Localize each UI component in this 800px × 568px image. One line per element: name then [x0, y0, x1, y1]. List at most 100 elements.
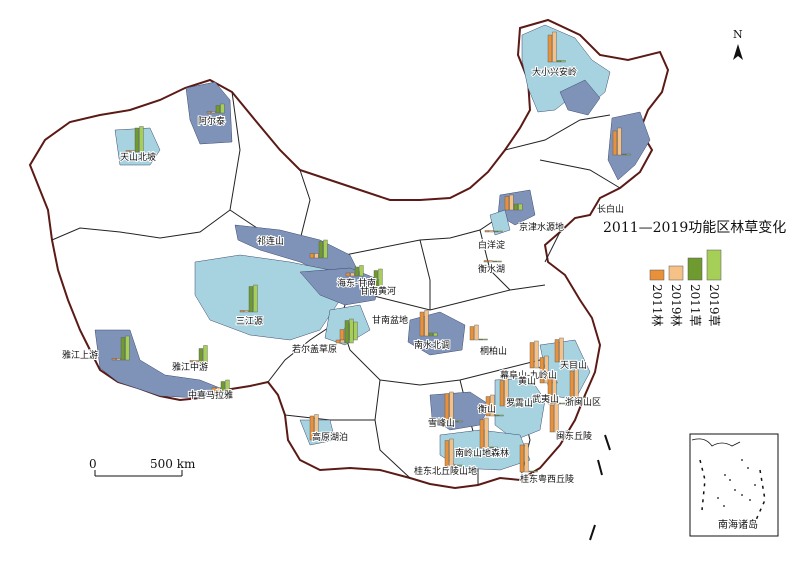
region-label: 大小兴安岭 — [532, 66, 577, 78]
region-bars-28 — [549, 403, 568, 433]
region-label: 长白山 — [597, 203, 624, 215]
region-bars-2 — [125, 126, 144, 153]
bar-grass2019 — [561, 402, 566, 405]
region-label: 桐柏山 — [480, 345, 507, 357]
bar-grass2019 — [349, 318, 354, 344]
region-bars-7 — [309, 239, 328, 259]
bar-grass2019 — [533, 470, 538, 473]
bar-forest2019 — [489, 230, 494, 233]
bar-grass2019 — [458, 420, 463, 423]
region-bars-15 — [111, 335, 130, 361]
bar-forest2011 — [547, 34, 553, 63]
region-label: 甘南盆地 — [372, 314, 408, 326]
bar-grass2011 — [578, 396, 584, 399]
bar-forest2011 — [549, 404, 555, 433]
bar-forest2011 — [309, 415, 315, 441]
region-label: 雅江中游 — [172, 361, 208, 373]
bar-grass2011 — [373, 270, 379, 291]
region-label: 雅江上游 — [62, 349, 98, 361]
region-label: 桂东北丘陵山地 — [414, 465, 477, 477]
region-bars-14 — [469, 324, 488, 341]
bar-grass2011 — [318, 438, 324, 441]
bar-forest2019 — [559, 337, 564, 363]
bar-forest2011 — [504, 196, 510, 211]
bar-forest2011 — [499, 380, 505, 407]
bar-grass2011 — [528, 470, 534, 473]
bar-forest2011 — [485, 396, 491, 417]
bar-grass2011 — [344, 320, 350, 344]
bar-grass2011 — [318, 241, 324, 259]
bar-grass2011 — [494, 414, 500, 417]
bar-forest2011 — [569, 370, 575, 399]
bar-grass2019 — [203, 345, 208, 363]
map-title: 2011—2019功能区林草变化 — [603, 220, 786, 236]
region-bars-23 — [499, 378, 518, 407]
region-label: 衡水湖 — [478, 263, 505, 275]
bar-grass2011 — [428, 332, 434, 337]
bar-grass2019 — [498, 230, 503, 233]
bar-forest2019 — [484, 417, 489, 449]
region-bars-24 — [485, 394, 504, 417]
bar-grass2019 — [563, 430, 568, 433]
inset-label: 南海诸岛 — [718, 518, 758, 531]
legend-swatch — [668, 265, 684, 281]
south-china-sea-inset: 南海诸岛 — [689, 433, 779, 537]
legend-swatch — [687, 257, 703, 281]
north-label: N — [733, 28, 743, 41]
bar-forest2019 — [130, 150, 135, 153]
bar-forest2019 — [574, 369, 579, 399]
bar-forest2011 — [335, 339, 341, 344]
bar-forest2019 — [504, 378, 509, 407]
bar-grass2019 — [353, 321, 358, 341]
bar-forest2011 — [612, 130, 618, 156]
region-bars-26 — [309, 414, 328, 441]
legend-swatch — [649, 269, 665, 281]
bar-grass2011 — [453, 464, 459, 467]
region-label: 海东-甘南 — [337, 277, 376, 289]
bar-grass2019 — [499, 414, 504, 417]
bar-grass2011 — [488, 446, 494, 449]
bar-grass2019 — [568, 360, 573, 363]
region-label: 武夷山 — [532, 393, 559, 405]
legend-label: 2019草 — [707, 284, 721, 327]
region-bars-1 — [206, 103, 225, 114]
region-bars-17 — [211, 379, 230, 393]
region-bars-10 — [239, 284, 258, 313]
region-bars-16 — [189, 345, 208, 363]
bar-grass2011 — [493, 230, 499, 233]
coast-islands — [589, 434, 611, 541]
bar-forest2019 — [314, 414, 319, 441]
bar-forest2011 — [309, 253, 315, 259]
bar-forest2019 — [544, 355, 549, 384]
bar-forest2011 — [539, 357, 545, 384]
bar-grass2011 — [558, 430, 564, 433]
bar-grass2011 — [621, 153, 627, 156]
bar-grass2019 — [497, 260, 502, 263]
bar-grass2019 — [483, 338, 488, 341]
bar-grass2011 — [134, 127, 140, 153]
legend-label: 2011林 — [650, 284, 664, 327]
bar-forest2019 — [617, 127, 622, 156]
scale-distance-label: 500 km — [150, 457, 196, 471]
bar-forest2019 — [216, 387, 221, 393]
region-bars-29 — [444, 438, 463, 467]
region-bars-9 — [364, 268, 383, 291]
bar-forest2011 — [211, 387, 217, 393]
bar-grass2011 — [513, 203, 519, 211]
region-label: 罗霄山 — [506, 398, 533, 409]
region-label: 闽东丘陵 — [556, 430, 592, 442]
legend: 2011林 2019林 2011草 2019草 — [649, 249, 722, 327]
region-label: 天目山 — [560, 360, 587, 371]
bar-grass2011 — [354, 266, 360, 277]
region-label: 京津水源地 — [519, 221, 564, 233]
region-label: 祁连山 — [257, 235, 284, 247]
bar-forest2011 — [239, 310, 245, 313]
bar-forest2011 — [469, 326, 475, 341]
region-label: 幕阜山-九岭山 — [500, 369, 557, 381]
legend-label: 2019林 — [669, 284, 683, 327]
bar-forest2019 — [449, 391, 454, 423]
bar-grass2019 — [458, 464, 463, 467]
bar-grass2011 — [220, 381, 226, 393]
bar-forest2011 — [419, 311, 425, 337]
